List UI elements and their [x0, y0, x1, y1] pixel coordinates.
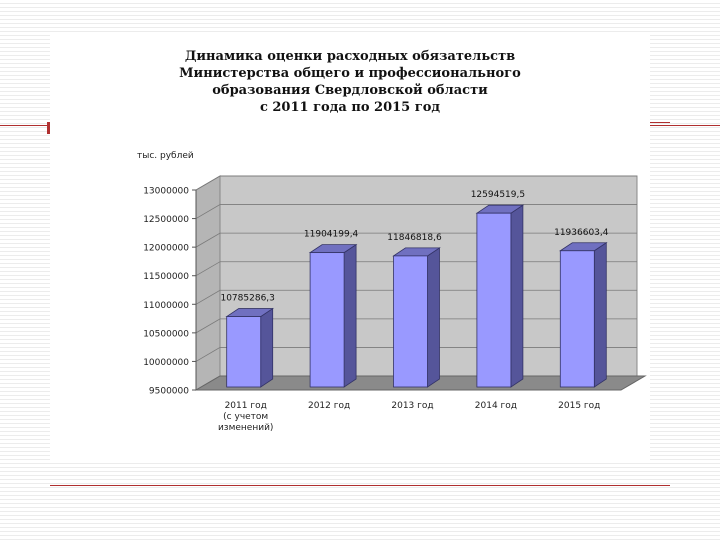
y-tick-label: 10000000 — [143, 358, 189, 368]
y-tick-label: 9500000 — [149, 387, 189, 397]
x-tick-label: изменений) — [218, 423, 273, 433]
gridline — [195, 175, 637, 191]
bar-value-label: 10785286,3 — [220, 294, 274, 304]
bar — [559, 250, 595, 388]
chart-title-line-1: Динамика оценки расходных обязательств — [184, 49, 516, 64]
y-tick-label: 11000000 — [143, 301, 189, 311]
bar-value-label: 12594519,5 — [471, 190, 525, 200]
bar — [309, 252, 345, 388]
chart-title-line-4: с 2011 года по 2015 год — [259, 100, 441, 115]
x-tick-label: 2011 год — [225, 401, 267, 411]
y-tick-label: 12500000 — [143, 215, 189, 225]
y-tick-label: 12000000 — [143, 244, 189, 254]
y-tick-label: 11500000 — [143, 272, 189, 282]
bar-side — [593, 242, 607, 388]
y-tick-label: 10500000 — [143, 329, 189, 339]
bar-side — [510, 204, 524, 388]
bar-value-label: 11904199,4 — [304, 230, 359, 240]
y-axis-label: тыс. рублей — [137, 151, 194, 161]
x-tick-label: (с учетом — [223, 412, 268, 422]
bar — [226, 316, 262, 388]
bar-side — [260, 307, 274, 388]
bar — [393, 255, 428, 388]
chart-side-wall — [195, 175, 221, 391]
chart-title-line-3: образования Свердловской области — [212, 83, 488, 98]
bar-side — [343, 243, 357, 388]
x-tick-label: 2012 год — [308, 401, 350, 411]
chart-title: Динамика оценки расходных обязательств М… — [50, 48, 650, 116]
x-tick-label: 2013 год — [391, 401, 433, 411]
gridline — [195, 204, 637, 219]
chart-title-line-2: Министерства общего и профессионального — [179, 66, 521, 81]
y-tick-label: 13000000 — [143, 187, 189, 197]
bar-value-label: 11846818,6 — [387, 233, 442, 243]
slide-top-rule-right — [640, 122, 670, 123]
slide-accent-mark — [47, 122, 51, 134]
x-tick-label: 2015 год — [558, 401, 600, 411]
bar-value-label: 11936603,4 — [554, 228, 609, 238]
x-tick-label: 2014 год — [475, 401, 517, 411]
bar — [476, 212, 512, 388]
slide-bottom-rule — [50, 485, 670, 486]
bar-side — [427, 247, 440, 388]
